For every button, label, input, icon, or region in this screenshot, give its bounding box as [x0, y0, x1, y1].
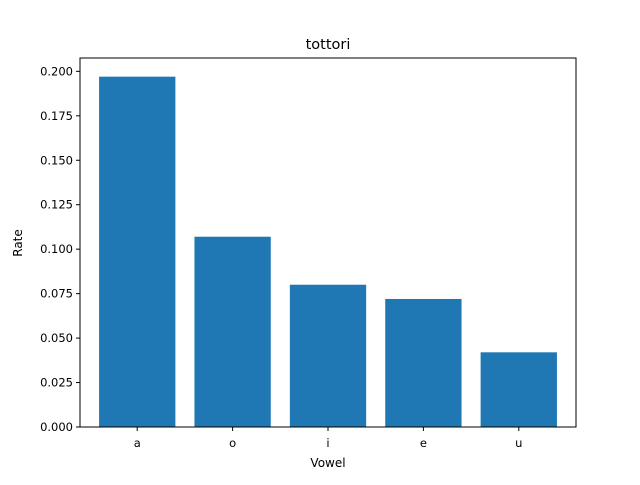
bar-o — [194, 236, 271, 427]
bar-a — [99, 76, 176, 428]
y-tick-label: 0.200 — [40, 64, 73, 78]
bar-u — [480, 352, 557, 427]
x-tick-label: a — [134, 436, 141, 450]
bar-e — [385, 298, 462, 427]
x-axis-label: Vowel — [310, 456, 345, 470]
x-tick-label: u — [515, 436, 522, 450]
x-tick-label: e — [420, 436, 427, 450]
y-tick-label: 0.150 — [40, 153, 73, 167]
y-tick-label: 0.000 — [40, 420, 73, 434]
bars-layer — [99, 76, 557, 428]
y-axis-label: Rate — [11, 229, 25, 257]
y-tick-label: 0.100 — [40, 242, 73, 256]
bar-i — [289, 284, 367, 427]
x-tick-label: o — [229, 436, 236, 450]
y-tick-label: 0.175 — [40, 109, 73, 123]
y-tick-label: 0.125 — [40, 198, 73, 212]
x-tick-label: i — [326, 436, 329, 450]
y-tick-label: 0.075 — [40, 287, 73, 301]
y-tick-label: 0.025 — [40, 376, 73, 390]
axes-layer: 0.000 0.025 0.050 0.075 0.100 0.125 0.150 0.175… — [40, 57, 577, 450]
chart-title: tottori — [306, 37, 351, 53]
y-tick-label: 0.050 — [40, 331, 73, 345]
